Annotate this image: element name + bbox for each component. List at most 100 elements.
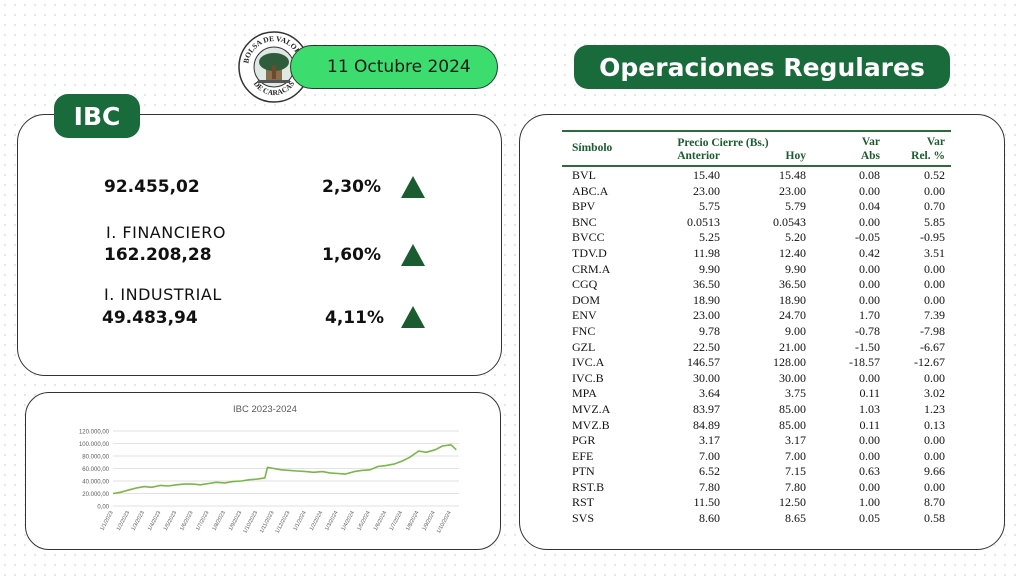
x-tick-label: 1/8/2024 [405, 510, 420, 532]
hoy-cell: 5.79 [785, 199, 806, 214]
table-row: IVC.B 30.00 30.00 0.00 0.00 [562, 371, 951, 387]
y-tick-label: 100.000,00 [79, 442, 110, 448]
var-abs-cell: 0.00 [859, 183, 880, 198]
x-tick-label: 1/4/2023 [147, 510, 162, 532]
table-row: MPA 3.64 3.75 0.11 3.02 [562, 386, 951, 402]
table-row: GZL 22.50 21.00 -1.50 -6.67 [562, 340, 951, 356]
var-abs-cell: -1.50 [855, 339, 880, 354]
x-tick-label: 1/9/2023 [228, 510, 243, 532]
var-rel-cell: 3.02 [924, 386, 945, 401]
hoy-cell: 7.15 [785, 464, 806, 479]
hoy-cell: 128.00 [773, 355, 806, 370]
up-triangle-icon [401, 176, 425, 198]
symbol-cell: IVC.A [572, 355, 605, 370]
anterior-cell: 3.64 [699, 386, 720, 401]
x-tick-label: 1/8/2023 [212, 510, 227, 532]
x-tick-label: 1/7/2023 [195, 510, 210, 532]
table-row: PGR 3.17 3.17 0.00 0.00 [562, 433, 951, 449]
var-abs-cell: 0.04 [859, 199, 880, 214]
hoy-cell: 9.00 [785, 323, 806, 338]
up-triangle-icon [401, 244, 425, 266]
table-row: BNC 0.0513 0.0543 0.00 5.85 [562, 215, 951, 231]
hoy-cell: 0.0543 [773, 214, 806, 229]
var-rel-cell: 8.70 [924, 495, 945, 510]
symbol-cell: ABC.A [572, 183, 609, 198]
hoy-cell: 3.17 [785, 433, 806, 448]
x-tick-label: 1/5/2024 [356, 510, 371, 532]
hoy-cell: 5.20 [785, 230, 806, 245]
var-abs-cell: 1.03 [859, 401, 880, 416]
var-abs-cell: 0.11 [859, 386, 880, 401]
var-rel-cell: 0.00 [924, 277, 945, 292]
anterior-cell: 146.57 [687, 355, 720, 370]
table-row: FNC 9.78 9.00 -0.78 -7.98 [562, 324, 951, 340]
symbol-cell: PGR [572, 433, 596, 448]
up-triangle-icon [401, 306, 425, 328]
col-symbol: Símbolo [562, 130, 632, 167]
var-abs-cell: -18.57 [849, 355, 880, 370]
x-tick-label: 1/9/2024 [422, 510, 437, 532]
symbol-cell: PTN [572, 464, 595, 479]
hoy-cell: 7.80 [785, 479, 806, 494]
x-tick-label: 1/10/2024 [436, 510, 453, 534]
hoy-cell: 24.70 [779, 308, 806, 323]
operaciones-title-text: Operaciones Regulares [599, 52, 925, 82]
var-abs-cell: 0.00 [859, 277, 880, 292]
financiero-value: 162.208,28 [104, 245, 212, 265]
anterior-cell: 23.00 [693, 183, 720, 198]
ibc-chart-panel [25, 392, 501, 550]
y-tick-label: 40.000,00 [82, 480, 109, 486]
symbol-cell: DOM [572, 292, 601, 307]
anterior-cell: 0.0513 [687, 214, 720, 229]
hoy-cell: 12.40 [779, 245, 806, 260]
anterior-cell: 30.00 [693, 370, 720, 385]
var-abs-cell: 1.00 [859, 495, 880, 510]
symbol-cell: EFE [572, 448, 594, 463]
var-rel-cell: -7.98 [920, 323, 945, 338]
table-row: RST.B 7.80 7.80 0.00 0.00 [562, 480, 951, 496]
col-var-rel-2: Rel. % [886, 150, 951, 167]
col-hoy: Hoy [728, 150, 814, 167]
operaciones-title: Operaciones Regulares [574, 45, 950, 89]
hoy-cell: 7.00 [785, 448, 806, 463]
table-row: MVZ.A 83.97 85.00 1.03 1.23 [562, 402, 951, 418]
hoy-cell: 15.48 [779, 168, 806, 182]
table-row: RST 11.50 12.50 1.00 8.70 [562, 495, 951, 511]
table-row: DOM 18.90 18.90 0.00 0.00 [562, 293, 951, 309]
table-row: ABC.A 23.00 23.00 0.00 0.00 [562, 184, 951, 200]
var-rel-cell: 0.00 [924, 292, 945, 307]
col-anterior: Anterior [632, 150, 728, 167]
x-tick-label: 1/3/2024 [324, 510, 339, 532]
var-abs-cell: 0.00 [859, 448, 880, 463]
var-rel-cell: 0.52 [924, 168, 945, 182]
var-abs-cell: -0.78 [855, 323, 880, 338]
col-var-rel-1: Var [886, 130, 951, 150]
anterior-cell: 3.17 [699, 433, 720, 448]
var-rel-cell: 0.70 [924, 199, 945, 214]
symbol-cell: GZL [572, 339, 596, 354]
y-tick-label: 60.000,00 [82, 467, 109, 473]
symbol-cell: CGQ [572, 277, 598, 292]
symbol-cell: ENV [572, 308, 597, 323]
symbol-cell: BPV [572, 199, 596, 214]
x-tick-label: 1/2/2023 [116, 510, 131, 532]
var-rel-cell: -12.67 [914, 355, 945, 370]
symbol-cell: RST [572, 495, 595, 510]
var-abs-cell: 0.00 [859, 214, 880, 229]
y-tick-label: 0,00 [97, 505, 109, 511]
var-abs-cell: 0.42 [859, 245, 880, 260]
ibc-title: IBC [54, 94, 140, 138]
operaciones-panel [519, 114, 1005, 550]
date-text: 11 Octubre 2024 [327, 57, 471, 77]
chart-title: IBC 2023-2024 [233, 404, 297, 415]
var-rel-cell: -6.67 [920, 339, 945, 354]
anterior-cell: 9.90 [699, 261, 720, 276]
var-rel-cell: 0.00 [924, 479, 945, 494]
var-abs-cell: 0.00 [859, 292, 880, 307]
hoy-cell: 8.65 [785, 511, 806, 526]
var-rel-cell: -0.95 [920, 230, 945, 245]
x-tick-label: 1/6/2023 [179, 510, 194, 532]
x-tick-label: 1/1/2024 [292, 510, 307, 532]
hoy-cell: 12.50 [779, 495, 806, 510]
var-abs-cell: 0.63 [859, 464, 880, 479]
